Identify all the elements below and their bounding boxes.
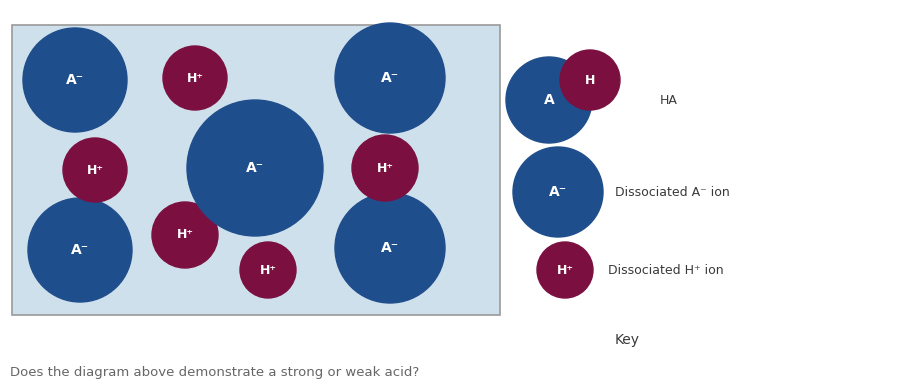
Text: A⁻: A⁻ (381, 241, 399, 255)
Circle shape (152, 202, 218, 268)
Text: Does the diagram above demonstrate a strong or weak acid?: Does the diagram above demonstrate a str… (10, 366, 419, 379)
Text: HA: HA (660, 93, 678, 106)
Circle shape (163, 46, 227, 110)
Circle shape (352, 135, 418, 201)
Text: A⁻: A⁻ (66, 73, 84, 87)
Text: Dissociated H⁺ ion: Dissociated H⁺ ion (608, 264, 724, 276)
Circle shape (23, 28, 127, 132)
Text: Key: Key (615, 333, 640, 347)
Text: H⁺: H⁺ (259, 264, 276, 276)
Text: H⁺: H⁺ (177, 228, 194, 242)
Circle shape (506, 57, 592, 143)
Text: Dissociated A⁻ ion: Dissociated A⁻ ion (615, 185, 729, 199)
Circle shape (28, 198, 132, 302)
Text: A⁻: A⁻ (549, 185, 567, 199)
Text: A⁻: A⁻ (381, 71, 399, 85)
Circle shape (513, 147, 603, 237)
Text: A⁻: A⁻ (71, 243, 89, 257)
Text: H⁺: H⁺ (187, 72, 204, 84)
Circle shape (335, 23, 445, 133)
Text: H⁺: H⁺ (377, 161, 393, 174)
Circle shape (63, 138, 127, 202)
Circle shape (537, 242, 593, 298)
Circle shape (560, 50, 620, 110)
Text: H⁺: H⁺ (86, 163, 103, 176)
Text: H: H (584, 74, 595, 86)
Circle shape (240, 242, 296, 298)
Text: A⁻: A⁻ (246, 161, 264, 175)
FancyBboxPatch shape (12, 25, 500, 315)
Circle shape (187, 100, 323, 236)
Circle shape (335, 193, 445, 303)
Text: H⁺: H⁺ (556, 264, 573, 276)
Text: A: A (544, 93, 554, 107)
